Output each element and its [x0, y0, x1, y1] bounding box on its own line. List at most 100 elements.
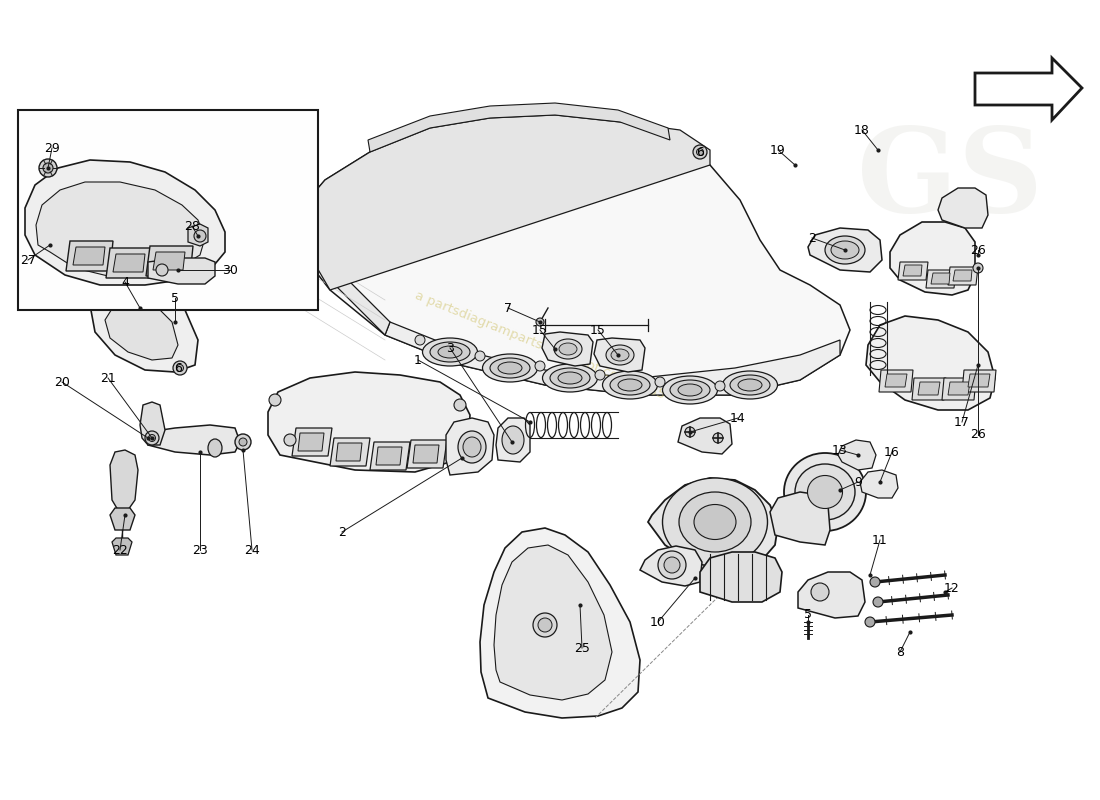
Text: 17: 17	[954, 415, 970, 429]
Text: 15: 15	[532, 323, 548, 337]
Ellipse shape	[610, 349, 629, 361]
Polygon shape	[898, 262, 928, 280]
Text: 6: 6	[174, 362, 182, 374]
Text: 14: 14	[730, 411, 746, 425]
Polygon shape	[36, 182, 205, 276]
Text: 27: 27	[20, 254, 36, 266]
Circle shape	[658, 551, 686, 579]
Text: 26: 26	[970, 243, 986, 257]
Polygon shape	[496, 418, 530, 462]
Polygon shape	[368, 103, 670, 152]
Ellipse shape	[490, 358, 530, 378]
Text: 7: 7	[504, 302, 512, 314]
Polygon shape	[594, 338, 645, 372]
Circle shape	[535, 361, 544, 371]
Polygon shape	[73, 247, 104, 265]
Text: 10: 10	[650, 615, 666, 629]
Circle shape	[176, 365, 184, 371]
Polygon shape	[385, 322, 840, 395]
Text: 23: 23	[192, 543, 208, 557]
Circle shape	[974, 263, 983, 273]
Polygon shape	[953, 270, 972, 281]
Text: 1: 1	[414, 354, 422, 366]
Ellipse shape	[670, 380, 710, 400]
Polygon shape	[931, 273, 950, 284]
Text: 5: 5	[170, 291, 179, 305]
Circle shape	[235, 434, 251, 450]
Ellipse shape	[483, 354, 538, 382]
Ellipse shape	[825, 236, 865, 264]
Circle shape	[693, 145, 707, 159]
Ellipse shape	[723, 371, 778, 399]
Ellipse shape	[679, 492, 751, 552]
Polygon shape	[110, 508, 135, 530]
Text: 16: 16	[884, 446, 900, 458]
Text: 11: 11	[872, 534, 888, 546]
Polygon shape	[770, 492, 830, 545]
Polygon shape	[153, 252, 185, 270]
Polygon shape	[860, 470, 898, 498]
Polygon shape	[148, 425, 240, 455]
Polygon shape	[968, 374, 990, 387]
Text: 2: 2	[338, 526, 345, 538]
Text: 24: 24	[244, 543, 260, 557]
Polygon shape	[903, 265, 922, 276]
Text: 5: 5	[804, 609, 812, 622]
Text: 26: 26	[970, 429, 986, 442]
Circle shape	[39, 159, 57, 177]
Circle shape	[284, 434, 296, 446]
Polygon shape	[104, 300, 178, 360]
Polygon shape	[942, 378, 976, 400]
Text: 18: 18	[854, 123, 870, 137]
Circle shape	[173, 361, 187, 375]
Ellipse shape	[610, 375, 650, 395]
Polygon shape	[292, 428, 332, 456]
Polygon shape	[866, 316, 996, 410]
Ellipse shape	[498, 362, 522, 374]
Circle shape	[654, 377, 666, 387]
Polygon shape	[295, 115, 710, 290]
Polygon shape	[113, 254, 145, 272]
Ellipse shape	[738, 379, 762, 391]
Polygon shape	[25, 160, 226, 285]
Circle shape	[239, 438, 248, 446]
Polygon shape	[295, 232, 390, 335]
Ellipse shape	[542, 364, 597, 392]
Text: 20: 20	[54, 375, 70, 389]
Text: 3: 3	[447, 342, 454, 354]
Text: 2: 2	[808, 231, 816, 245]
Polygon shape	[298, 433, 324, 451]
Circle shape	[696, 149, 704, 155]
Ellipse shape	[795, 464, 855, 520]
Text: 29: 29	[44, 142, 59, 154]
Polygon shape	[330, 438, 370, 466]
Ellipse shape	[558, 372, 582, 384]
Polygon shape	[948, 382, 970, 395]
Polygon shape	[110, 450, 138, 510]
Polygon shape	[948, 267, 978, 285]
Ellipse shape	[830, 241, 859, 259]
Polygon shape	[412, 445, 439, 463]
Polygon shape	[446, 418, 494, 475]
Ellipse shape	[559, 343, 578, 355]
Text: 21: 21	[100, 371, 116, 385]
Polygon shape	[106, 248, 153, 278]
Polygon shape	[938, 188, 988, 228]
Text: 22: 22	[112, 543, 128, 557]
Polygon shape	[140, 402, 165, 445]
Circle shape	[685, 427, 695, 437]
Circle shape	[534, 613, 557, 637]
Polygon shape	[918, 382, 940, 395]
Polygon shape	[90, 282, 198, 372]
Polygon shape	[926, 270, 956, 288]
Circle shape	[870, 577, 880, 587]
Text: GS: GS	[857, 122, 1043, 238]
Ellipse shape	[422, 338, 477, 366]
Polygon shape	[370, 442, 410, 470]
Ellipse shape	[554, 339, 582, 359]
Polygon shape	[112, 538, 132, 555]
Ellipse shape	[208, 439, 222, 457]
Polygon shape	[148, 258, 214, 284]
Circle shape	[713, 433, 723, 443]
Polygon shape	[66, 241, 113, 271]
